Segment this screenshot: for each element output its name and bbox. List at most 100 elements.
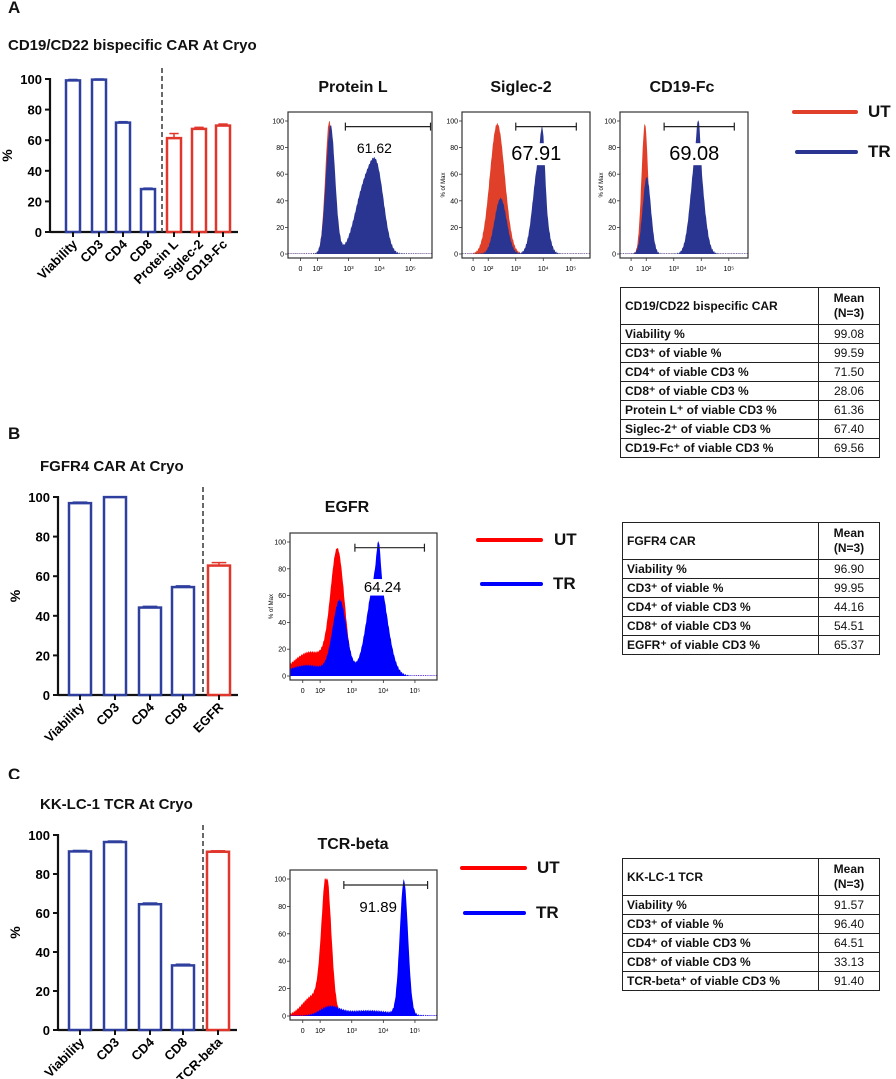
- legend-ut-label: UT: [868, 102, 891, 121]
- y-tick-label: 100: [446, 119, 458, 126]
- histogram-series-tr: [620, 120, 748, 254]
- bar-cd8: [170, 964, 196, 1032]
- row-mean-value: 61.36: [818, 400, 880, 420]
- x-tick-label: EGFR: [190, 699, 227, 736]
- table-row: CD4⁺ of viable CD3 % 64.51: [622, 933, 880, 953]
- histogram-series-tr: [288, 125, 432, 254]
- y-tick-label: 60: [608, 172, 616, 179]
- bar-viability: [64, 79, 82, 234]
- histogram-siglec-2: 0 20 40 60 80 100 % of Max 0 10² 10³ 10⁴ 10⁵ 67.91: [441, 111, 591, 273]
- x-tick-label: 10⁵: [410, 1028, 421, 1035]
- y-tick-label: 80: [36, 530, 50, 545]
- panel-c-title: KK-LC-1 TCR At Cryo: [40, 796, 193, 813]
- table-row: CD19-Fc⁺ of viable CD3 % 69.56: [620, 438, 880, 458]
- y-axis-label: %: [7, 589, 23, 602]
- plot-frame: [287, 111, 433, 259]
- histogram-title-protein-l: Protein L: [318, 79, 388, 96]
- row-mean-value: 44.16: [818, 597, 880, 617]
- table-header-label: KK-LC-1 TCR: [622, 858, 819, 896]
- table-row: Viability % 99.08: [620, 324, 880, 344]
- y-tick-label: 60: [278, 931, 286, 938]
- x-tick-label: 0: [301, 1028, 305, 1035]
- x-tick-label: 10⁴: [378, 1028, 389, 1035]
- x-tick-label: CD3: [77, 237, 106, 266]
- plot-frame: [461, 111, 591, 259]
- bar-cd4: [137, 902, 163, 1032]
- y-tick-label: 20: [36, 648, 50, 663]
- table-row: CD3⁺ of viable % 99.95: [622, 578, 880, 598]
- y-axis-label: % of Max: [441, 172, 447, 197]
- table-row: Protein L⁺ of viable CD3 % 61.36: [620, 400, 880, 420]
- table-row: CD8⁺ of viable CD3 % 54.51: [622, 616, 880, 636]
- panel-b-title: FGFR4 CAR At Cryo: [40, 458, 184, 475]
- legend-ut-label: UT: [554, 530, 577, 549]
- x-tick-label: 10³: [347, 688, 358, 695]
- y-tick-label: 40: [278, 959, 286, 966]
- y-tick-label: 0: [280, 252, 284, 259]
- table-row: Siglec-2⁺ of viable CD3 % 67.40: [620, 419, 880, 439]
- bar-chart-b: 0 20 40 60 80 100% Viability CD3 CD4 CD8 EGFR: [7, 487, 238, 745]
- y-tick-label: 40: [450, 198, 458, 205]
- y-tick-label: 20: [278, 986, 286, 993]
- x-tick-label: 10²: [315, 1028, 326, 1035]
- bar-viability: [67, 501, 93, 697]
- y-tick-label: 40: [28, 164, 42, 179]
- legend-ut-line: [476, 538, 543, 542]
- histogram-title-cd19-fc: CD19-Fc: [649, 79, 715, 96]
- summary-table-c: KK-LC-1 TCR Mean (N=3) Viability % 91.57 CD3⁺…: [622, 858, 880, 991]
- bar-siglec-2: [190, 127, 208, 234]
- row-label: CD8⁺ of viable CD3 %: [622, 616, 819, 636]
- row-mean-value: 96.40: [818, 914, 880, 934]
- row-label: CD4⁺ of viable CD3 %: [620, 362, 819, 382]
- y-tick-label: 0: [454, 252, 458, 259]
- bar-cd4: [114, 121, 132, 234]
- y-tick-label: 80: [28, 103, 42, 118]
- row-label: Protein L⁺ of viable CD3 %: [620, 400, 819, 420]
- x-tick-label: 10²: [483, 266, 494, 273]
- histogram-tcr-beta: 0 20 40 60 80 100 0 10² 10³ 10⁴ 10⁵ 91.89: [274, 869, 438, 1035]
- x-tick-label: 10⁵: [405, 266, 416, 273]
- x-tick-label: 0: [471, 266, 475, 273]
- row-mean-value: 69.56: [818, 438, 880, 458]
- table-header-label: FGFR4 CAR: [622, 522, 819, 560]
- y-tick-label: 60: [450, 172, 458, 179]
- row-label: CD3⁺ of viable %: [622, 578, 819, 598]
- bar-protein-l: [165, 136, 183, 234]
- row-label: Viability %: [622, 559, 819, 579]
- y-axis-label: %: [7, 926, 23, 939]
- table-row: CD3⁺ of viable % 99.59: [620, 343, 880, 363]
- x-tick-label: Viability: [41, 1034, 87, 1079]
- y-tick-label: 100: [272, 119, 284, 126]
- y-tick-label: 0: [43, 688, 50, 703]
- row-label: EGFR⁺ of viable CD3 %: [622, 635, 819, 655]
- gate-percentage-label: 67.91: [511, 143, 561, 165]
- table-header-mean: Mean (N=3): [818, 858, 880, 896]
- gate-label-background: [507, 143, 566, 166]
- plot-frame: [289, 869, 438, 1021]
- row-mean-value: 65.37: [818, 635, 880, 655]
- row-mean-value: 99.95: [818, 578, 880, 598]
- table-header-row: FGFR4 CAR Mean (N=3): [622, 522, 880, 560]
- x-tick-label: 10⁴: [378, 688, 389, 695]
- legend-ut-line: [460, 866, 527, 870]
- table-row: CD3⁺ of viable % 96.40: [622, 914, 880, 934]
- row-mean-value: 33.13: [818, 952, 880, 972]
- y-tick-label: 40: [276, 198, 284, 205]
- y-tick-label: 0: [35, 225, 42, 240]
- histogram-egfr: 0 20 40 60 80 100 % of Max 0 10² 10³ 10⁴ 10⁵ 64.24: [269, 532, 438, 695]
- bar-cd3: [102, 495, 128, 697]
- y-tick-label: 20: [28, 194, 42, 209]
- x-tick-label: 0: [629, 266, 633, 273]
- x-tick-label: CD3: [93, 1035, 122, 1064]
- bar-cd4: [137, 606, 163, 697]
- row-mean-value: 67.40: [818, 419, 880, 439]
- y-tick-label: 0: [282, 1014, 286, 1021]
- histogram-series-tr: [290, 879, 437, 1016]
- y-tick-label: 100: [274, 877, 286, 884]
- y-tick-label: 20: [36, 984, 50, 999]
- x-tick-label: CD4: [128, 699, 158, 729]
- n-header: (N=3): [833, 306, 865, 320]
- histogram-series-ut: [290, 878, 437, 1016]
